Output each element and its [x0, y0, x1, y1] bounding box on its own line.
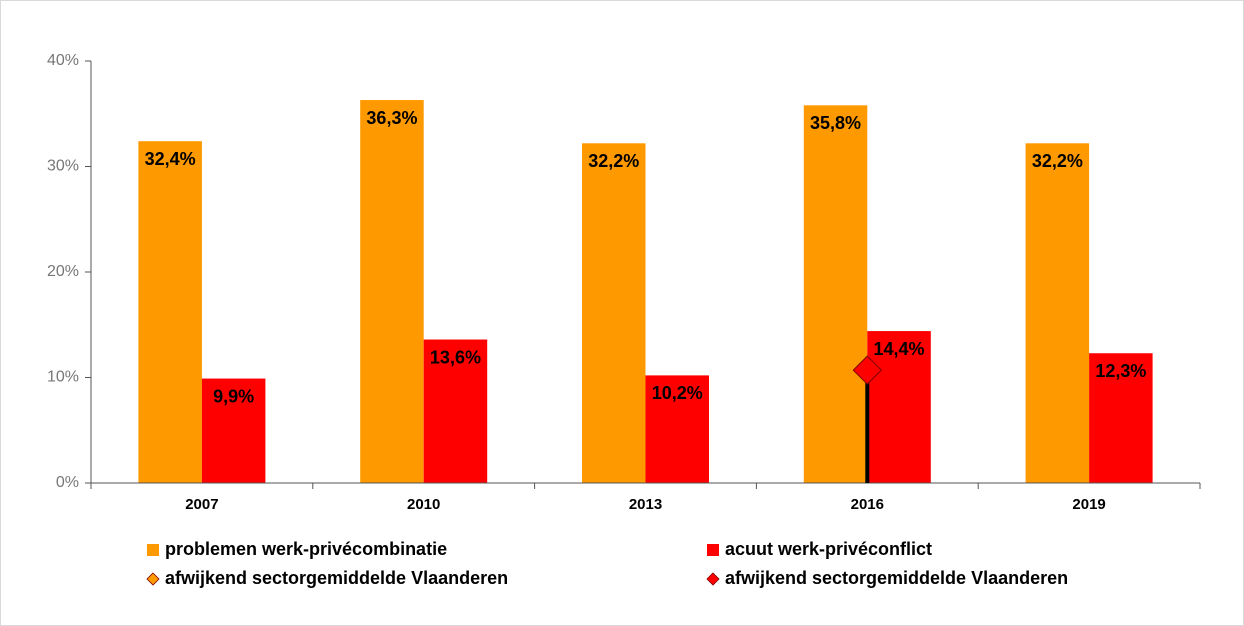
- x-tick-label: 2007: [185, 496, 218, 513]
- value-label: 13,6%: [430, 347, 481, 367]
- value-label: 10,2%: [652, 383, 703, 403]
- value-label: 12,3%: [1095, 361, 1146, 381]
- bar: [423, 339, 488, 483]
- bar: [1025, 143, 1090, 484]
- x-tick-label: 2010: [407, 496, 440, 513]
- marker: [852, 355, 883, 385]
- value-label: 32,2%: [588, 151, 639, 171]
- legend-label: problemen werk-privécombinatie: [165, 539, 447, 559]
- x-tick-label: 2013: [629, 496, 662, 513]
- bar: [803, 105, 868, 483]
- y-tick-label: 40%: [47, 52, 79, 69]
- value-label: 32,4%: [145, 149, 196, 169]
- bar: [582, 143, 646, 484]
- value-label: 9,9%: [213, 386, 254, 406]
- value-label: 35,8%: [810, 113, 861, 133]
- legend-swatch: [146, 572, 160, 586]
- value-label: 32,2%: [1032, 151, 1083, 171]
- legend-label: afwijkend sectorgemiddelde Vlaanderen: [165, 568, 508, 588]
- y-tick-label: 0%: [56, 474, 79, 491]
- legend-swatch: [706, 572, 720, 586]
- bar: [360, 100, 424, 483]
- y-tick-label: 20%: [47, 263, 79, 280]
- bar: [645, 375, 709, 483]
- legend-swatch: [707, 544, 719, 556]
- bar: [138, 141, 202, 483]
- x-tick-label: 2019: [1072, 496, 1105, 513]
- bar: [201, 378, 266, 483]
- x-tick-label: 2016: [851, 496, 884, 513]
- y-tick-label: 10%: [47, 369, 79, 386]
- y-tick-label: 30%: [47, 158, 79, 175]
- legend-swatch: [147, 544, 159, 556]
- bar: [867, 331, 931, 483]
- value-label: 36,3%: [366, 108, 417, 128]
- legend-label: acuut werk-privéconflict: [725, 539, 932, 559]
- value-label: 14,4%: [874, 339, 925, 359]
- bar: [1089, 353, 1153, 483]
- legend-label: afwijkend sectorgemiddelde Vlaanderen: [725, 568, 1068, 588]
